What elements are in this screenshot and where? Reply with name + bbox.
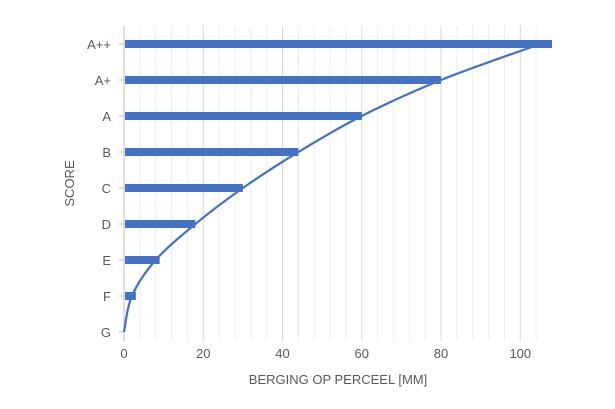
y-tick-label: G xyxy=(101,325,111,340)
bar-A++ xyxy=(125,40,552,48)
axis-layer: 0 20 40 60 80 100 G F E D C B A A+ A++ xyxy=(87,26,531,361)
score-curve xyxy=(122,42,541,333)
x-tick-label: 0 xyxy=(120,346,127,361)
y-tick-label: C xyxy=(102,181,111,196)
bar-layer xyxy=(125,40,552,300)
bar-A xyxy=(125,112,362,120)
bar-A+ xyxy=(125,76,442,84)
y-tick-label: F xyxy=(103,289,111,304)
y-tick-label: B xyxy=(102,145,111,160)
bar-D xyxy=(125,220,196,228)
curve-layer xyxy=(122,42,541,333)
grid-layer xyxy=(139,26,537,341)
x-tick-label: 40 xyxy=(275,346,289,361)
x-tick-label: 60 xyxy=(355,346,369,361)
x-tick-label: 20 xyxy=(196,346,210,361)
y-tick-label: D xyxy=(102,217,111,232)
label-layer: BERGING OP PERCEEL [MM] SCORE xyxy=(62,160,427,387)
y-tick-label: A++ xyxy=(87,37,111,52)
x-tick-label: 80 xyxy=(434,346,448,361)
bar-F xyxy=(125,292,136,300)
bar-E xyxy=(125,256,160,264)
bar-C xyxy=(125,184,243,192)
x-axis-title: BERGING OP PERCEEL [MM] xyxy=(249,372,427,387)
y-axis-title: SCORE xyxy=(62,160,77,207)
x-tick-label: 100 xyxy=(509,346,531,361)
bar-B xyxy=(125,148,299,156)
y-tick-label: E xyxy=(102,253,111,268)
y-tick-label: A+ xyxy=(95,73,111,88)
y-tick-label: A xyxy=(102,109,111,124)
